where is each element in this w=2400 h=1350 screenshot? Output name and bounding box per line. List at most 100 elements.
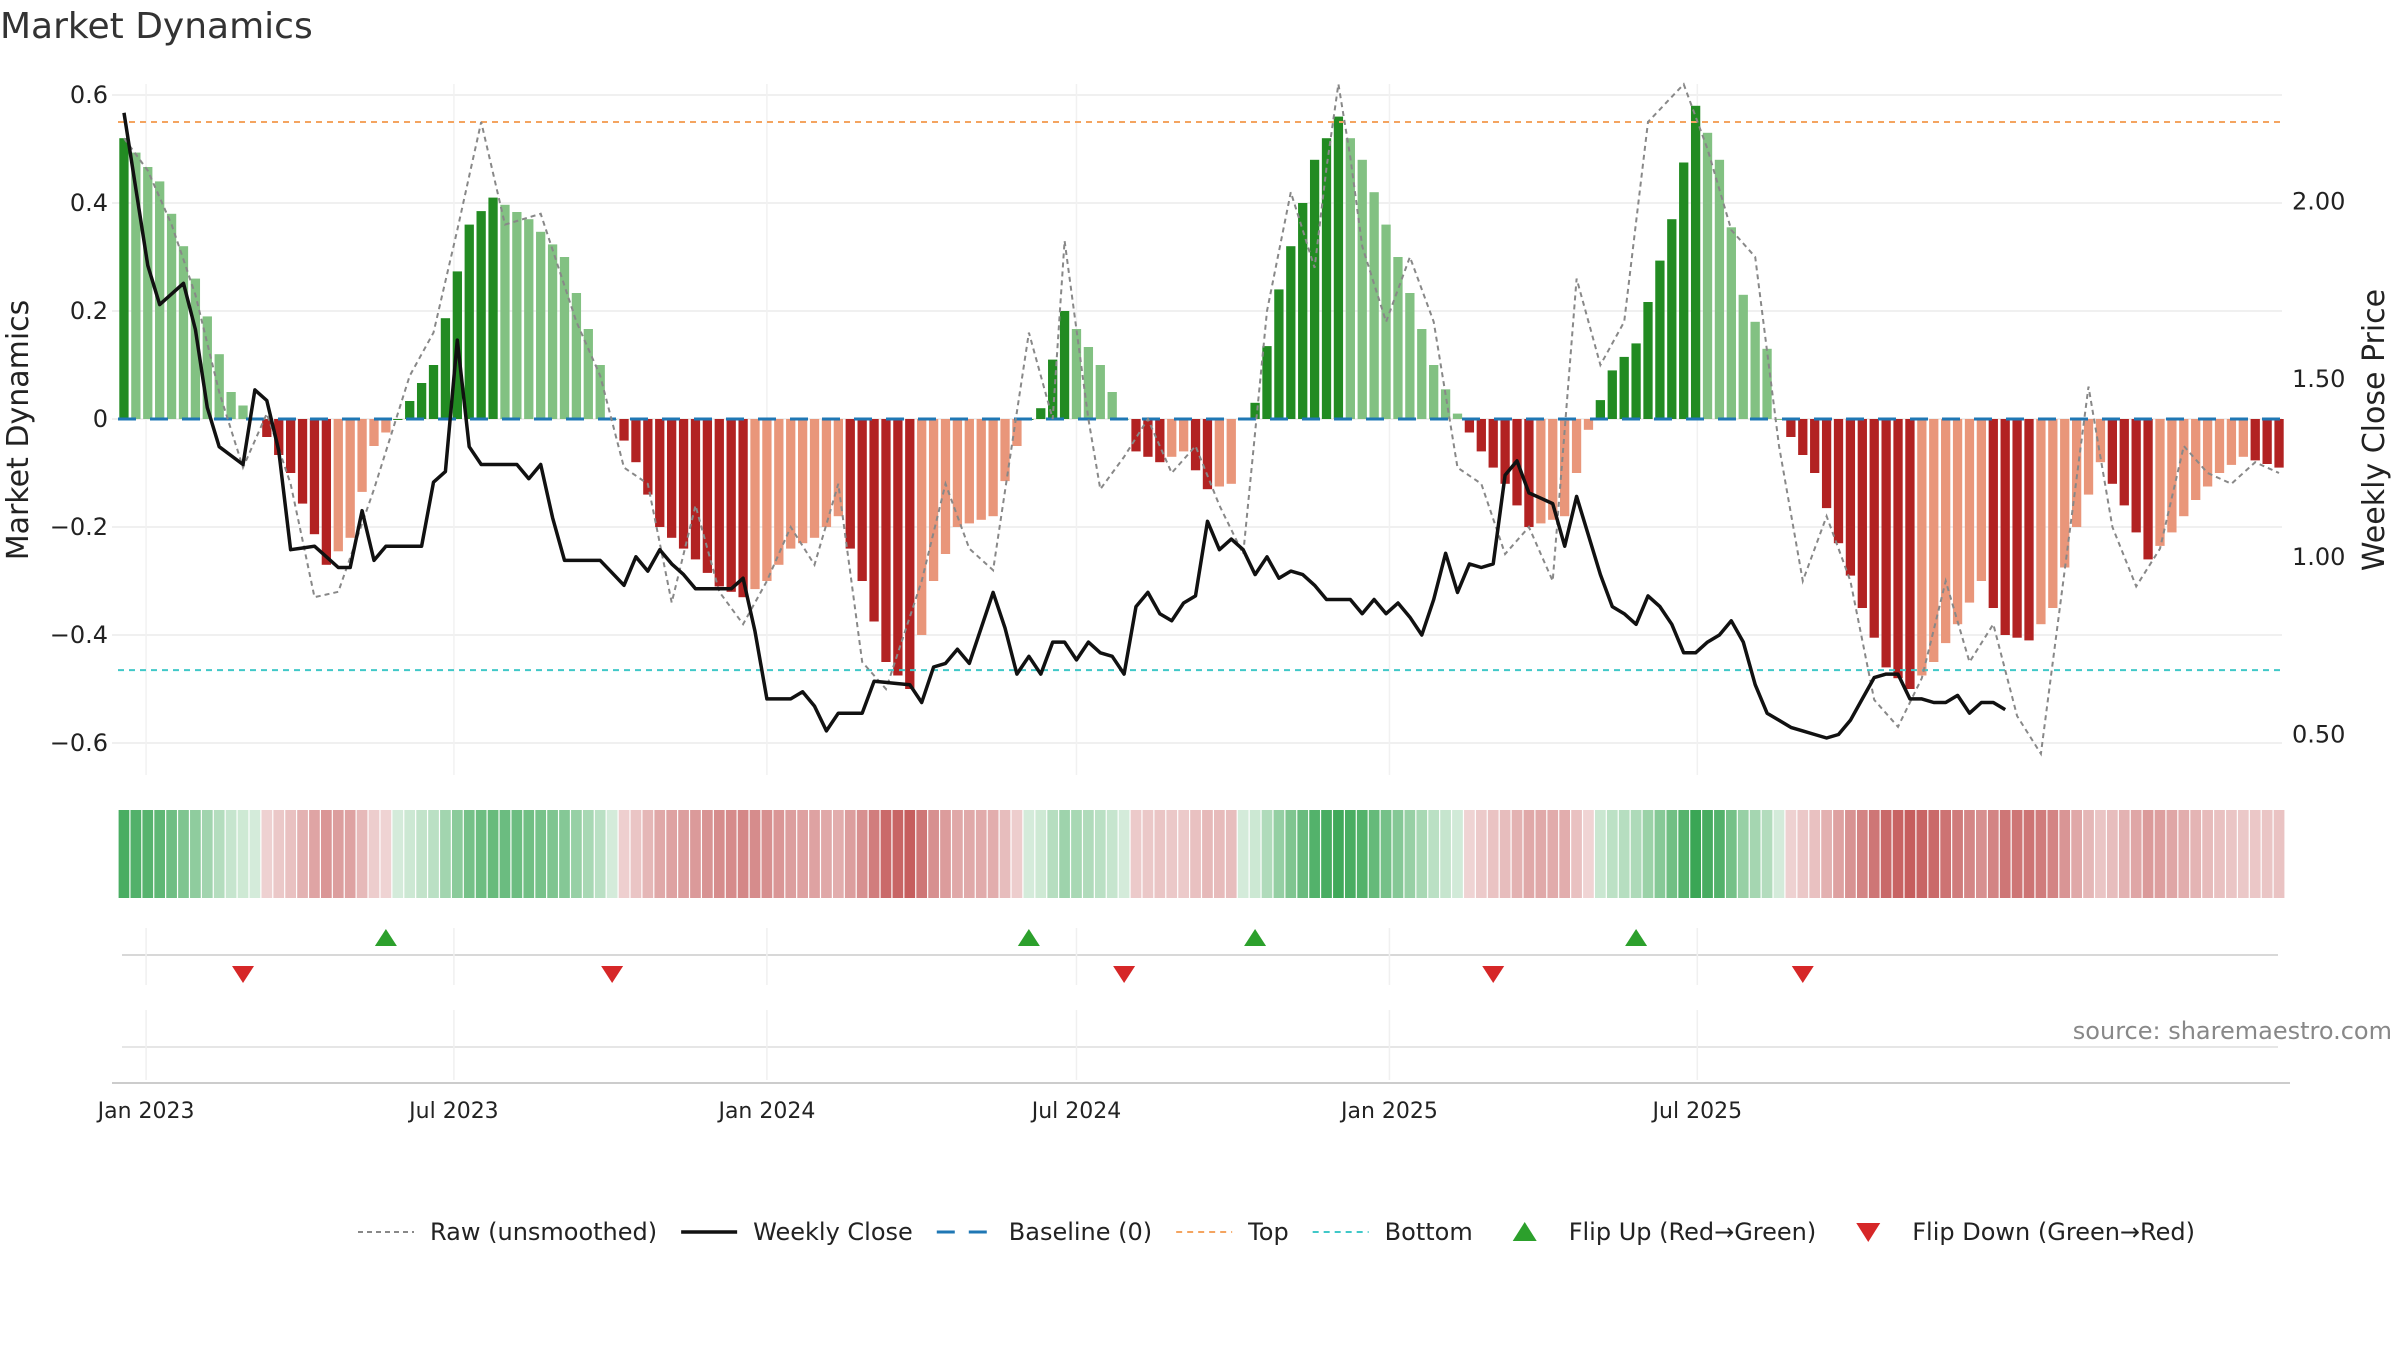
regime-strip-cell	[285, 810, 297, 898]
dynamics-bar	[357, 419, 367, 492]
flip-down-marker	[601, 966, 624, 983]
regime-strip-cell	[797, 810, 808, 898]
legend-item-bottom: Bottom	[1312, 1218, 1473, 1246]
regime-strip-cell	[1344, 810, 1356, 898]
regime-strip-cell	[2035, 810, 2047, 898]
dynamics-bar	[524, 219, 534, 419]
dynamics-bar	[512, 212, 522, 419]
dynamics-bar	[1357, 159, 1367, 420]
legend-swatch	[1512, 1222, 1537, 1241]
regime-strip-cell	[237, 810, 249, 898]
regime-strip-cell	[1487, 810, 1499, 898]
dynamics-bar	[1095, 365, 1105, 419]
dynamics-bar	[1524, 419, 1534, 527]
dynamics-bar	[286, 419, 296, 473]
dynamics-bar	[1429, 365, 1439, 419]
dynamics-bar	[1607, 370, 1617, 419]
regime-strip-cell	[1225, 810, 1237, 898]
dynamics-bar	[881, 419, 891, 662]
dynamics-bar	[559, 257, 570, 419]
regime-strip-cell	[892, 810, 904, 898]
right-tick-label: 1.50	[2292, 365, 2345, 393]
regime-strip-cell	[1464, 810, 1475, 898]
regime-strip-cell	[2226, 810, 2237, 898]
regime-strip-cell	[297, 810, 308, 898]
regime-strip-cell	[1809, 810, 1821, 898]
regime-strip-cell	[499, 810, 511, 898]
left-tick-label: 0.4	[70, 189, 108, 217]
dynamics-bar	[1274, 289, 1284, 419]
regime-strip-cell	[1261, 810, 1273, 898]
regime-strip-cell	[618, 810, 630, 898]
regime-strip-cell	[523, 810, 535, 898]
regime-strip-cell	[118, 810, 130, 898]
dynamics-bar	[1298, 203, 1308, 419]
regime-strip-cell	[1273, 810, 1285, 898]
regime-strip-cell	[1297, 810, 1309, 898]
regime-strip-cell	[535, 810, 547, 898]
regime-strip-cell	[2142, 810, 2154, 898]
dynamics-bar	[702, 419, 713, 573]
regime-strip-cell	[1333, 810, 1344, 898]
regime-strip-cell	[904, 810, 916, 898]
left-tick-label: −0.2	[50, 513, 108, 541]
regime-strip-cell	[1904, 810, 1916, 898]
dynamics-bar	[1071, 329, 1082, 419]
regime-strip-cell	[142, 810, 154, 898]
dynamics-bar	[2095, 419, 2106, 463]
dynamics-bar	[714, 419, 724, 587]
dynamics-bar	[1810, 419, 1820, 473]
dynamics-bar	[2274, 419, 2284, 468]
dynamics-bar	[226, 392, 236, 419]
dynamics-bar	[905, 419, 915, 689]
dynamics-bar	[643, 419, 653, 495]
regime-strip-cell	[1106, 810, 1118, 898]
regime-strip-cell	[678, 810, 689, 898]
dynamics-bar	[1595, 400, 1606, 419]
dynamics-bar	[1131, 419, 1141, 452]
regime-strip-cell	[2083, 810, 2094, 898]
regime-strip-cell	[1178, 810, 1189, 898]
dynamics-bar	[2131, 419, 2141, 533]
dynamics-bar	[797, 419, 808, 544]
left-tick-label: −0.4	[50, 621, 108, 649]
regime-strip-cell	[1928, 810, 1940, 898]
regime-strip-cell	[2249, 810, 2261, 898]
legend-label: Weekly Close	[753, 1218, 913, 1246]
dynamics-bar	[738, 419, 748, 598]
regime-strip-cell	[1166, 810, 1178, 898]
regime-strip-cell	[1725, 810, 1737, 898]
dynamics-bar	[1464, 419, 1475, 433]
dynamics-bar	[1702, 132, 1713, 420]
regime-strip-cell	[2023, 810, 2035, 898]
regime-strip-cell	[1595, 810, 1606, 898]
regime-strip-cell	[1892, 810, 1904, 898]
regime-strip-cell	[1868, 810, 1880, 898]
regime-strip-cell	[606, 810, 618, 898]
dynamics-bar	[1750, 321, 1760, 419]
legend-label: Bottom	[1385, 1218, 1473, 1246]
regime-strip-cell	[868, 810, 880, 898]
regime-strip-cell	[880, 810, 892, 898]
weekly-close-line	[122, 112, 2007, 740]
right-axis-label: Weekly Close Price	[2357, 289, 2392, 571]
regime-strip-cell	[749, 810, 761, 898]
dynamics-bar	[1190, 419, 1201, 471]
right-tick-label: 1.00	[2292, 543, 2345, 571]
dynamics-bar	[1774, 419, 1784, 420]
dynamics-bar	[1655, 260, 1665, 419]
dynamics-bar	[2071, 419, 2082, 527]
regime-strip	[118, 810, 2285, 898]
dynamics-bar	[238, 405, 248, 419]
dynamics-bar	[1143, 419, 1153, 457]
dynamics-bar	[440, 318, 451, 419]
dynamics-bar	[762, 419, 772, 581]
regime-strip-cell	[1392, 810, 1404, 898]
regime-strip-cell	[2178, 810, 2190, 898]
regime-strip-cell	[1321, 810, 1332, 898]
regime-strip-cell	[594, 810, 606, 898]
regime-strip-cell	[368, 810, 380, 898]
dynamics-bar	[1726, 227, 1736, 419]
dynamics-bar	[1571, 419, 1582, 473]
dynamics-bar	[1083, 347, 1094, 419]
